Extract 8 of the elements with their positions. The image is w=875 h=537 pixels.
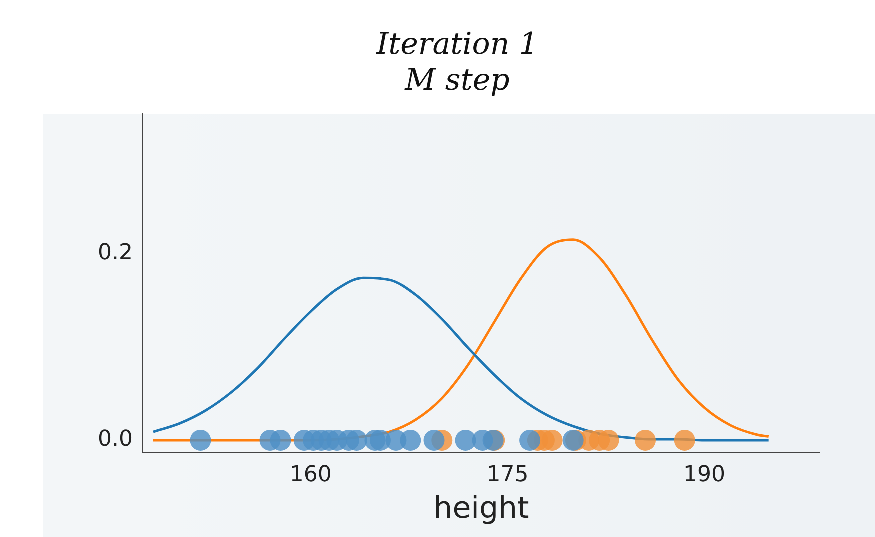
y-tick-label: 0.2 xyxy=(98,240,133,266)
y-tick-label: 0.0 xyxy=(98,427,133,452)
x-tick-label: 190 xyxy=(684,462,726,488)
x-tick-label: 160 xyxy=(290,462,332,488)
x-axis-title: height xyxy=(434,490,530,526)
x-tick-label: 175 xyxy=(486,462,529,488)
chart-subtitle: M step xyxy=(404,62,510,98)
chart-title: Iteration 1 xyxy=(376,26,538,62)
